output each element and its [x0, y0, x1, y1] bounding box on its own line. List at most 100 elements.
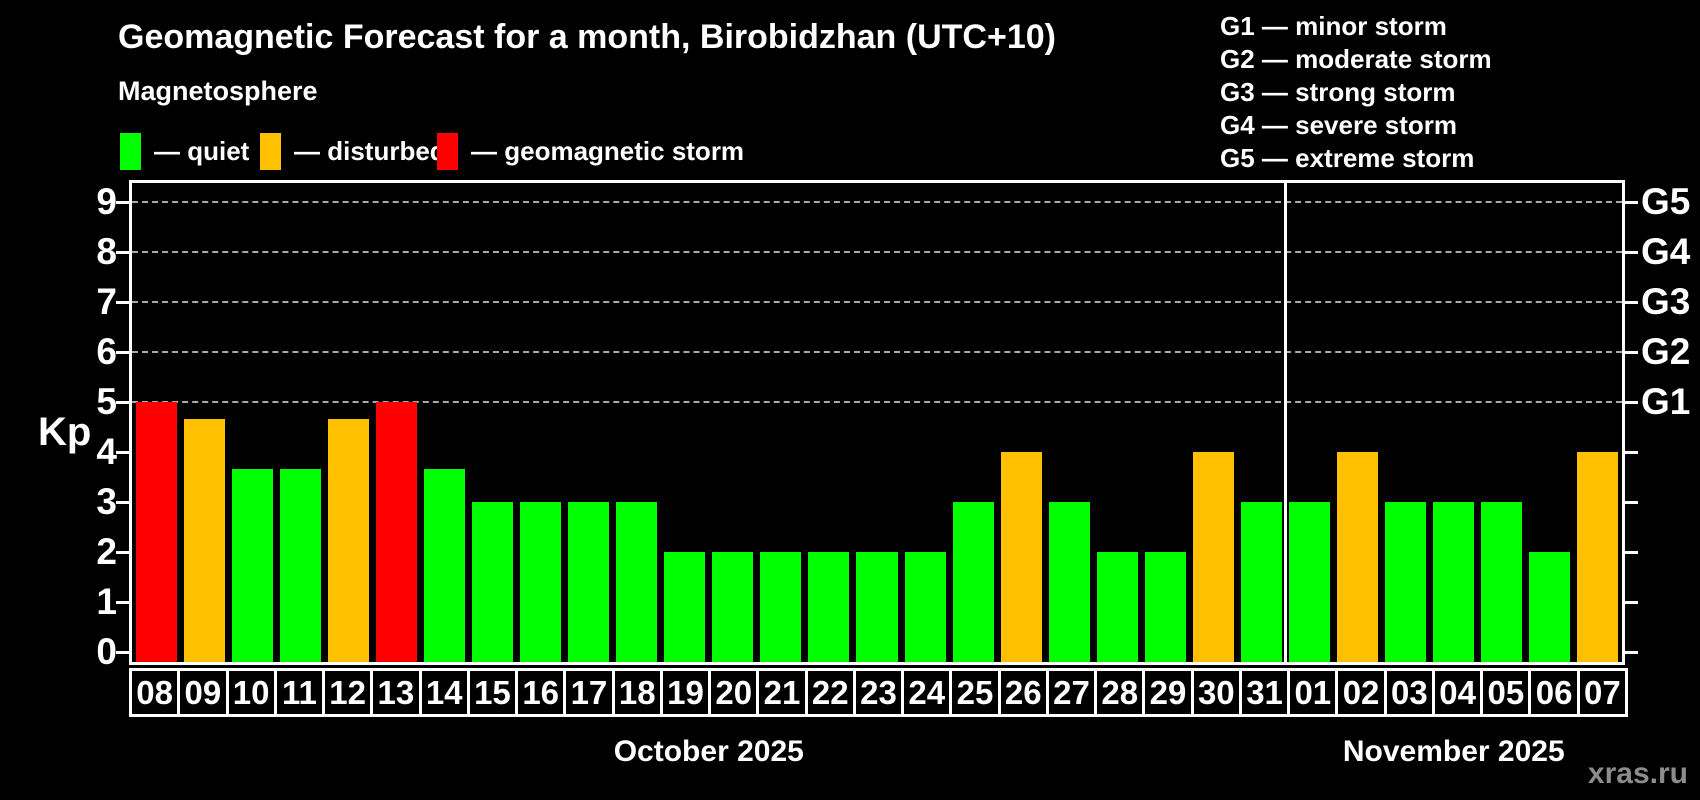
y-tick-6: [116, 351, 129, 354]
y-tick-label-2: 2: [96, 531, 117, 572]
date-label-24: 24: [901, 668, 953, 717]
storm-scale-g5: G5 — extreme storm: [1220, 143, 1475, 173]
date-label-10: 10: [225, 668, 277, 717]
storm-scale-legend: G1 — minor storm G2 — moderate storm G3 …: [1220, 10, 1492, 175]
storm-scale-g1: G1 — minor storm: [1220, 11, 1447, 41]
kp-bar-27: [1048, 502, 1090, 662]
kp-bar-22: [808, 552, 850, 662]
kp-bar-23: [856, 552, 898, 662]
month-separator-line: [1284, 183, 1288, 662]
date-label-05: 05: [1480, 668, 1532, 717]
y-tick-4: [116, 451, 129, 454]
y-tick-7: [116, 301, 129, 304]
kp-bar-01: [1289, 502, 1331, 662]
right-tick-4: [1625, 451, 1638, 454]
legend-label-quiet: — quiet: [154, 135, 250, 166]
date-label-12: 12: [322, 668, 374, 717]
kp-bar-16: [520, 502, 562, 662]
kp-bar-17: [568, 502, 610, 662]
date-label-15: 15: [466, 668, 519, 717]
chart-subtitle: Magnetosphere: [118, 76, 318, 106]
kp-bar-10: [231, 468, 273, 662]
right-tick-2: [1625, 551, 1638, 554]
gridline-kp6: [132, 351, 1622, 353]
date-label-14: 14: [418, 668, 470, 717]
kp-bar-06: [1529, 552, 1571, 662]
date-label-28: 28: [1094, 668, 1146, 717]
date-label-04: 04: [1431, 668, 1484, 717]
kp-bar-14: [423, 468, 465, 662]
y-tick-label-7: 7: [96, 281, 117, 322]
date-label-23: 23: [852, 668, 905, 717]
kp-bar-07: [1577, 452, 1619, 662]
y-tick-label-6: 6: [96, 331, 117, 372]
legend-item-disturbed: — disturbed: [260, 131, 446, 171]
kp-bar-19: [664, 552, 706, 662]
date-label-19: 19: [659, 668, 712, 717]
date-label-25: 25: [949, 668, 1001, 717]
kp-bar-13: [375, 402, 417, 662]
y-tick-label-5: 5: [96, 381, 117, 422]
quiet-color-swatch: [120, 132, 141, 170]
date-label-16: 16: [515, 668, 567, 717]
kp-bar-02: [1337, 452, 1379, 662]
gridline-kp7: [132, 301, 1622, 303]
date-label-13: 13: [370, 668, 422, 717]
page-title: Geomagnetic Forecast for a month, Birobi…: [118, 18, 1056, 56]
right-tick-1: [1625, 601, 1638, 604]
y-tick-label-9: 9: [96, 181, 117, 222]
date-label-30: 30: [1190, 668, 1242, 717]
month-label-november: November 2025: [1342, 735, 1565, 768]
storm-scale-g3: G3 — strong storm: [1220, 77, 1456, 107]
right-tick-6: [1625, 351, 1638, 354]
kp-bar-20: [712, 552, 754, 662]
legend-item-storm: — geomagnetic storm: [437, 131, 744, 171]
date-label-01: 01: [1287, 668, 1339, 717]
date-label-06: 06: [1528, 668, 1580, 717]
kp-bar-21: [760, 552, 802, 662]
watermark: xras.ru: [1587, 757, 1688, 790]
kp-bar-05: [1481, 502, 1523, 662]
kp-bar-08: [135, 402, 177, 662]
legend-label-storm: — geomagnetic storm: [471, 135, 745, 166]
date-label-22: 22: [804, 668, 856, 717]
date-label-29: 29: [1142, 668, 1194, 717]
kp-bar-04: [1433, 502, 1475, 662]
storm-scale-g4: G4 — severe storm: [1220, 110, 1458, 140]
y-tick-8: [116, 251, 129, 254]
date-label-21: 21: [756, 668, 808, 717]
legend-label-disturbed: — disturbed: [294, 135, 446, 166]
right-tick-8: [1625, 251, 1638, 254]
g-level-label-g1: G1: [1641, 381, 1691, 422]
date-label-08: 08: [129, 668, 181, 717]
y-tick-5: [116, 401, 129, 404]
date-label-31: 31: [1238, 668, 1291, 717]
right-tick-3: [1625, 501, 1638, 504]
date-label-17: 17: [563, 668, 615, 717]
kp-bar-28: [1096, 552, 1138, 662]
month-label-october: October 2025: [613, 735, 804, 768]
right-tick-9: [1625, 201, 1638, 204]
date-label-11: 11: [273, 668, 326, 717]
kp-bar-24: [904, 552, 946, 662]
date-label-26: 26: [997, 668, 1049, 717]
date-label-20: 20: [708, 668, 760, 717]
y-tick-label-8: 8: [96, 231, 117, 272]
kp-bar-03: [1385, 502, 1427, 662]
y-tick-label-3: 3: [96, 481, 117, 522]
gridline-kp8: [132, 251, 1622, 253]
kp-bar-31: [1240, 502, 1283, 662]
gridline-kp5: [132, 401, 1622, 403]
y-tick-9: [116, 201, 129, 204]
storm-scale-g2: G2 — moderate storm: [1220, 44, 1492, 74]
date-label-03: 03: [1383, 668, 1435, 717]
y-tick-0: [116, 651, 129, 654]
y-tick-1: [116, 601, 129, 604]
kp-bar-11: [279, 468, 321, 662]
y-axis-label-kp: Kp: [38, 410, 92, 454]
right-tick-0: [1625, 651, 1638, 654]
y-tick-3: [116, 501, 129, 504]
y-tick-label-1: 1: [96, 581, 117, 622]
y-tick-label-0: 0: [96, 631, 117, 672]
